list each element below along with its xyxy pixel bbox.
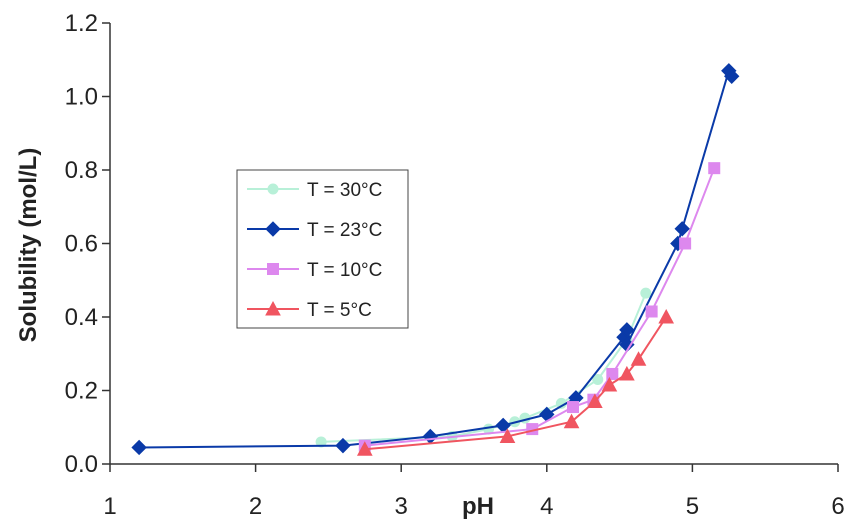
legend-entry: T = 30°C	[307, 180, 382, 201]
data-point	[356, 441, 373, 456]
y-tick-label: 0.2	[65, 378, 98, 405]
y-tick-label: 1.0	[65, 84, 98, 111]
y-tick-label: 1.2	[65, 10, 98, 37]
data-point	[587, 393, 603, 409]
x-tick-label: 4	[540, 493, 553, 520]
data-point	[131, 439, 147, 456]
legend-entry: T = 10°C	[307, 260, 382, 281]
data-point	[645, 305, 658, 318]
series-line-2	[364, 167, 716, 447]
data-point	[708, 162, 721, 175]
data-point	[335, 437, 351, 454]
data-point	[679, 237, 692, 250]
y-tick-label: 0.4	[65, 304, 98, 331]
legend: T = 30°C T = 23°C T = 10°C T = 5°C	[236, 169, 409, 329]
data-point	[640, 287, 652, 299]
x-tick-label: 5	[686, 493, 699, 520]
data-point	[567, 401, 580, 414]
legend-marker	[265, 300, 281, 316]
y-tick-label: 0.8	[65, 157, 98, 184]
series-line-1	[139, 69, 733, 449]
data-point	[724, 68, 740, 84]
y-axis-title: Solubility (mol/L)	[15, 148, 42, 343]
legend-box	[236, 169, 409, 329]
data-point	[592, 373, 604, 385]
x-tick-label: 6	[831, 493, 844, 520]
y-tick-label: 0.0	[65, 451, 98, 478]
legend-entry: T = 23°C	[307, 220, 382, 241]
x-axis-title: pH	[462, 493, 494, 520]
data-point	[606, 367, 619, 380]
data-point	[422, 428, 439, 445]
data-point	[619, 365, 635, 381]
x-tick-label: 2	[249, 493, 262, 520]
x-tick-label: 3	[395, 493, 408, 520]
chart-axes: 0.0 0.2 0.4 0.6 0.8 1.0 1.2 1 2 3 4 5 6	[65, 10, 845, 520]
data-point	[315, 436, 327, 448]
data-point	[674, 221, 690, 237]
plot-area	[131, 63, 740, 456]
data-point	[499, 428, 516, 443]
legend-marker	[265, 221, 281, 237]
x-tick-label: 1	[103, 493, 116, 520]
y-tick-label: 0.6	[65, 231, 98, 258]
data-point	[630, 351, 647, 366]
data-point	[563, 413, 580, 429]
legend-marker	[267, 263, 279, 275]
legend-marker	[267, 183, 279, 195]
data-point	[658, 308, 675, 324]
legend-entry: T = 5°C	[307, 300, 372, 321]
data-point	[601, 376, 618, 392]
